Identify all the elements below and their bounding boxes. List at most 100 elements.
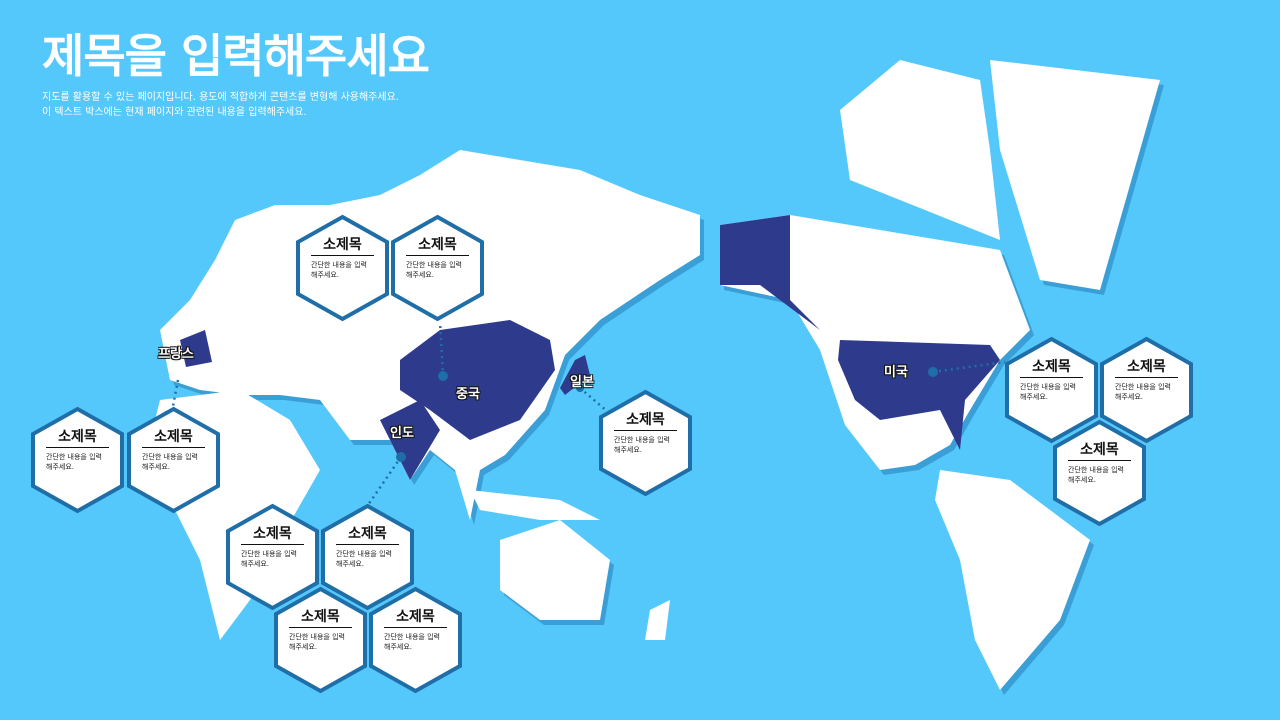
card-body-line: 해주세요. <box>46 463 74 471</box>
greenland <box>990 60 1160 290</box>
highlighted-countries <box>180 215 1000 480</box>
description-line: 지도를 활용할 수 있는 페이지입니다. 용도에 적합하게 콘텐츠를 변형해 사… <box>42 92 399 103</box>
card-body-line: 해주세요. <box>311 271 339 279</box>
hexagon-shape <box>1053 419 1146 527</box>
card-body-line: 해주세요. <box>289 643 317 651</box>
hexagon-shape <box>599 389 692 497</box>
label-japan: 일본 <box>570 375 594 390</box>
card-body-line: 간단한 내용을 입력 <box>406 261 462 269</box>
info-card: 소제목 간단한 내용을 입력 해주세요. <box>273 586 368 694</box>
label-france: 프랑스 <box>158 347 194 362</box>
card-divider <box>46 447 109 448</box>
card-body-line: 간단한 내용을 입력 <box>1115 383 1171 391</box>
china-shape <box>400 320 555 440</box>
card-body-line: 간단한 내용을 입력 <box>614 436 670 444</box>
card-divider <box>1020 377 1083 378</box>
alaska-shape <box>720 215 820 330</box>
card-body-line: 간단한 내용을 입력 <box>384 633 440 641</box>
card-divider <box>384 627 447 628</box>
arctic-islands <box>840 60 1000 240</box>
card-divider <box>241 544 304 545</box>
japan-shape <box>560 355 590 395</box>
card-heading: 소제목 <box>348 526 387 542</box>
card-divider <box>311 255 374 256</box>
australia <box>500 520 610 620</box>
hexagon-shape <box>1100 336 1193 444</box>
label-india: 인도 <box>390 426 414 441</box>
card-heading: 소제목 <box>58 429 97 445</box>
hexagon-shape <box>321 503 414 611</box>
india-shape <box>380 400 440 480</box>
card-divider <box>406 255 469 256</box>
card-body-line: 해주세요. <box>336 560 364 568</box>
card-divider <box>1068 460 1131 461</box>
card-body-line: 해주세요. <box>406 271 434 279</box>
hexagon-shape <box>274 586 367 694</box>
hexagon-shape <box>31 406 124 514</box>
card-body-line: 해주세요. <box>1020 393 1048 401</box>
card-body-line: 간단한 내용을 입력 <box>289 633 345 641</box>
eurasia <box>160 150 700 520</box>
page-title: 제목을 입력해주세요 <box>42 29 430 83</box>
card-body-line: 간단한 내용을 입력 <box>1020 383 1076 391</box>
card-divider <box>614 430 677 431</box>
hexagon-shape <box>296 214 389 322</box>
card-divider <box>142 447 205 448</box>
connector-lines <box>171 321 1006 506</box>
south-america <box>935 470 1090 690</box>
card-body: 간단한 내용을 입력 해주세요. <box>614 435 680 455</box>
card-body-line: 간단한 내용을 입력 <box>241 550 297 558</box>
indonesia <box>470 490 600 520</box>
usa-shape <box>838 340 1000 450</box>
card-body: 간단한 내용을 입력 해주세요. <box>311 260 377 280</box>
card-heading: 소제목 <box>418 237 457 253</box>
info-card: 소제목 간단한 내용을 입력 해주세요. <box>225 503 320 611</box>
card-body-line: 해주세요. <box>1068 476 1096 484</box>
label-usa: 미국 <box>884 365 908 380</box>
label-china: 중국 <box>456 387 480 402</box>
card-body-line: 해주세요. <box>384 643 412 651</box>
card-heading: 소제목 <box>1127 359 1166 375</box>
card-heading: 소제목 <box>323 237 362 253</box>
card-body-line: 해주세요. <box>142 463 170 471</box>
card-body-line: 간단한 내용을 입력 <box>142 453 198 461</box>
card-body-line: 해주세요. <box>1115 393 1143 401</box>
hexagon-shape <box>1005 336 1098 444</box>
card-body-line: 해주세요. <box>241 560 269 568</box>
hexagon-shape <box>391 214 484 322</box>
card-body-line: 간단한 내용을 입력 <box>46 453 102 461</box>
france-shape <box>180 330 212 367</box>
card-body-line: 간단한 내용을 입력 <box>336 550 392 558</box>
card-heading: 소제목 <box>1032 359 1071 375</box>
info-card: 소제목 간단한 내용을 입력 해주세요. <box>1052 419 1147 527</box>
card-heading: 소제목 <box>154 429 193 445</box>
hexagon-shape <box>127 406 220 514</box>
card-body-line: 간단한 내용을 입력 <box>1068 466 1124 474</box>
hexagon-shape <box>369 586 462 694</box>
card-heading: 소제목 <box>396 609 435 625</box>
description-line: 이 텍스트 박스에는 현재 페이지와 관련된 내용을 입력해주세요. <box>42 107 307 118</box>
card-divider <box>1115 377 1178 378</box>
new-zealand <box>645 600 670 640</box>
card-heading: 소제목 <box>626 412 665 428</box>
